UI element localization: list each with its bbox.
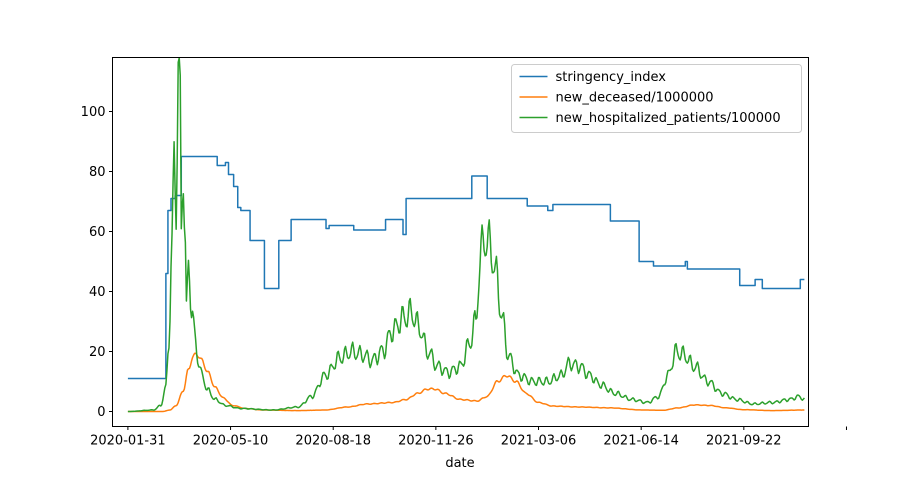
y-tick-label: 0 xyxy=(97,405,105,420)
y-tick-label: 60 xyxy=(89,225,106,240)
x-tick-label: 2020-01-31 xyxy=(90,434,166,449)
plot-frame xyxy=(112,57,809,427)
x-tick-label: 2021-03-06 xyxy=(501,434,577,449)
y-tick-label: 20 xyxy=(89,345,106,360)
y-tick-label: 40 xyxy=(89,285,106,300)
y-tick-label: 80 xyxy=(89,165,106,180)
series-layer xyxy=(127,57,805,413)
legend-box xyxy=(511,64,802,133)
axes: 0 20 40 60 80 100 2020-01-31 2020-05-10 2020-08-… xyxy=(81,105,847,449)
legend-label: new_deceased/1000000 xyxy=(556,91,714,106)
x-tick-label: 2021-06-14 xyxy=(603,434,679,449)
series-line xyxy=(127,57,805,413)
legend-label: new_hospitalized_patients/100000 xyxy=(556,111,781,126)
series-line xyxy=(127,352,805,413)
y-tick-label: 100 xyxy=(81,105,106,120)
x-tick-label: 2020-11-26 xyxy=(398,434,474,449)
x-axis-label: date xyxy=(445,456,474,471)
legend: stringency_index new_deceased/1000000 new_… xyxy=(511,64,802,133)
legend-label: stringency_index xyxy=(556,70,667,85)
series-line xyxy=(127,155,805,380)
x-tick-label: 2020-08-18 xyxy=(295,434,371,449)
x-tick-label: 2020-05-10 xyxy=(193,434,269,449)
x-tick-label: 2021-09-22 xyxy=(706,434,782,449)
